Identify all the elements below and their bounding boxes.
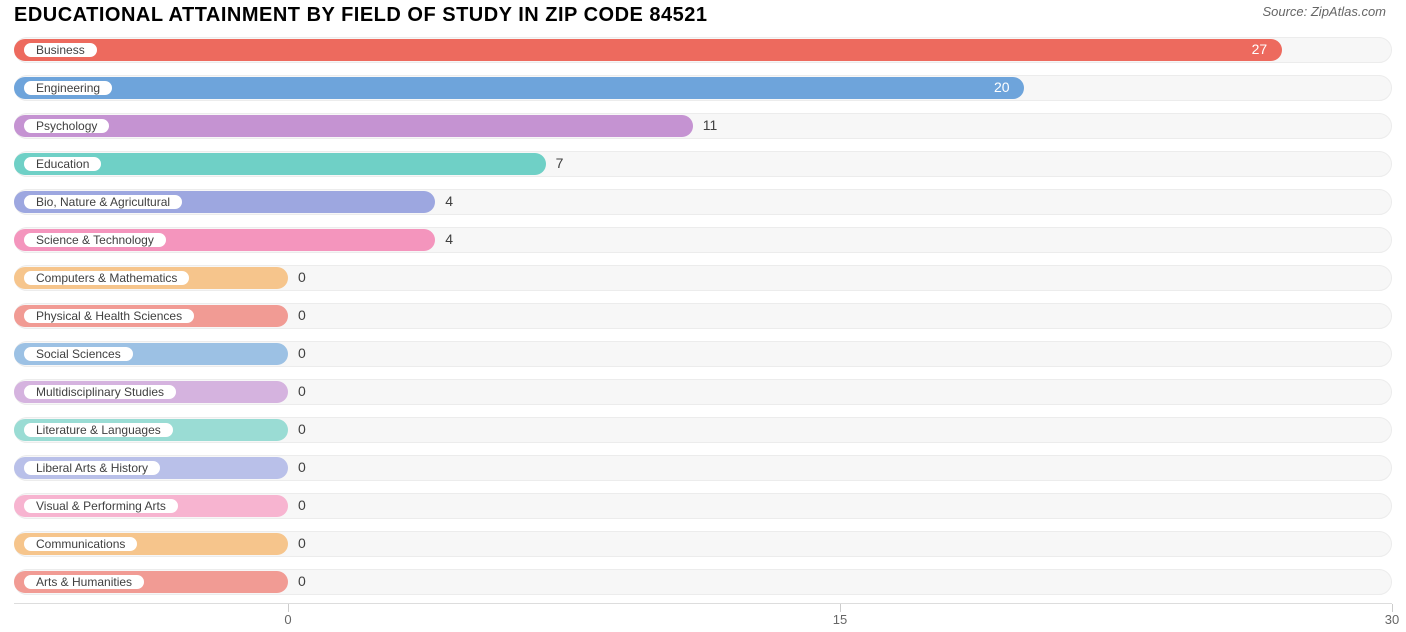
x-axis: 01530: [14, 603, 1392, 631]
bar-row: Liberal Arts & History 0: [14, 451, 1392, 485]
bar-label-pill: Liberal Arts & History: [22, 459, 162, 477]
bar-row: Bio, Nature & Agricultural 4: [14, 185, 1392, 219]
bar-label-pill: Bio, Nature & Agricultural: [22, 193, 184, 211]
bar-row: Arts & Humanities 0: [14, 565, 1392, 599]
bar-label-pill: Communications: [22, 535, 139, 553]
bar-value: 27: [1252, 41, 1268, 57]
bar-value: 0: [298, 497, 306, 513]
bar-label-pill: Computers & Mathematics: [22, 269, 191, 287]
bar-value: 7: [556, 155, 564, 171]
bar-value: 11: [703, 117, 718, 133]
bar-label-pill: Science & Technology: [22, 231, 168, 249]
axis-tick: [840, 604, 841, 612]
bar-value: 0: [298, 459, 306, 475]
bar-label-pill: Education: [22, 155, 103, 173]
bar-value: 0: [298, 535, 306, 551]
bar-value: 20: [994, 79, 1010, 95]
bar-label-pill: Literature & Languages: [22, 421, 175, 439]
bar-row: Visual & Performing Arts 0: [14, 489, 1392, 523]
bar-fill: [14, 39, 1282, 61]
axis-tick-label: 0: [284, 612, 291, 627]
axis-tick: [1392, 604, 1393, 612]
bar-value: 0: [298, 573, 306, 589]
bar-row: Computers & Mathematics 0: [14, 261, 1392, 295]
chart-title: EDUCATIONAL ATTAINMENT BY FIELD OF STUDY…: [14, 4, 708, 27]
chart-header: EDUCATIONAL ATTAINMENT BY FIELD OF STUDY…: [0, 0, 1406, 33]
bar-row: Literature & Languages 0: [14, 413, 1392, 447]
bar-label-pill: Psychology: [22, 117, 111, 135]
bar-row: Education 7: [14, 147, 1392, 181]
bar-label-pill: Physical & Health Sciences: [22, 307, 196, 325]
axis-tick: [288, 604, 289, 612]
bar-value: 4: [445, 193, 453, 209]
axis-tick-label: 15: [833, 612, 847, 627]
bar-row: Science & Technology 4: [14, 223, 1392, 257]
bar-row: Engineering 20: [14, 71, 1392, 105]
bar-label-pill: Social Sciences: [22, 345, 135, 363]
chart-area: Business 27 Engineering 20 Psychology 11 Educa…: [0, 33, 1406, 599]
axis-tick-label: 30: [1385, 612, 1399, 627]
bar-value: 4: [445, 231, 453, 247]
bar-label-pill: Business: [22, 41, 99, 59]
bar-row: Social Sciences 0: [14, 337, 1392, 371]
bar-row: Communications 0: [14, 527, 1392, 561]
bar-value: 0: [298, 345, 306, 361]
bar-row: Business 27: [14, 33, 1392, 67]
bar-label-pill: Arts & Humanities: [22, 573, 146, 591]
bar-value: 0: [298, 269, 306, 285]
bar-value: 0: [298, 421, 306, 437]
bar-row: Multidisciplinary Studies 0: [14, 375, 1392, 409]
bar-fill: [14, 77, 1024, 99]
bar-fill: [14, 115, 693, 137]
bar-label-pill: Visual & Performing Arts: [22, 497, 180, 515]
bar-value: 0: [298, 307, 306, 323]
bar-label-pill: Engineering: [22, 79, 114, 97]
bar-row: Physical & Health Sciences 0: [14, 299, 1392, 333]
bar-row: Psychology 11: [14, 109, 1392, 143]
bar-value: 0: [298, 383, 306, 399]
chart-source: Source: ZipAtlas.com: [1262, 4, 1386, 19]
bar-label-pill: Multidisciplinary Studies: [22, 383, 178, 401]
